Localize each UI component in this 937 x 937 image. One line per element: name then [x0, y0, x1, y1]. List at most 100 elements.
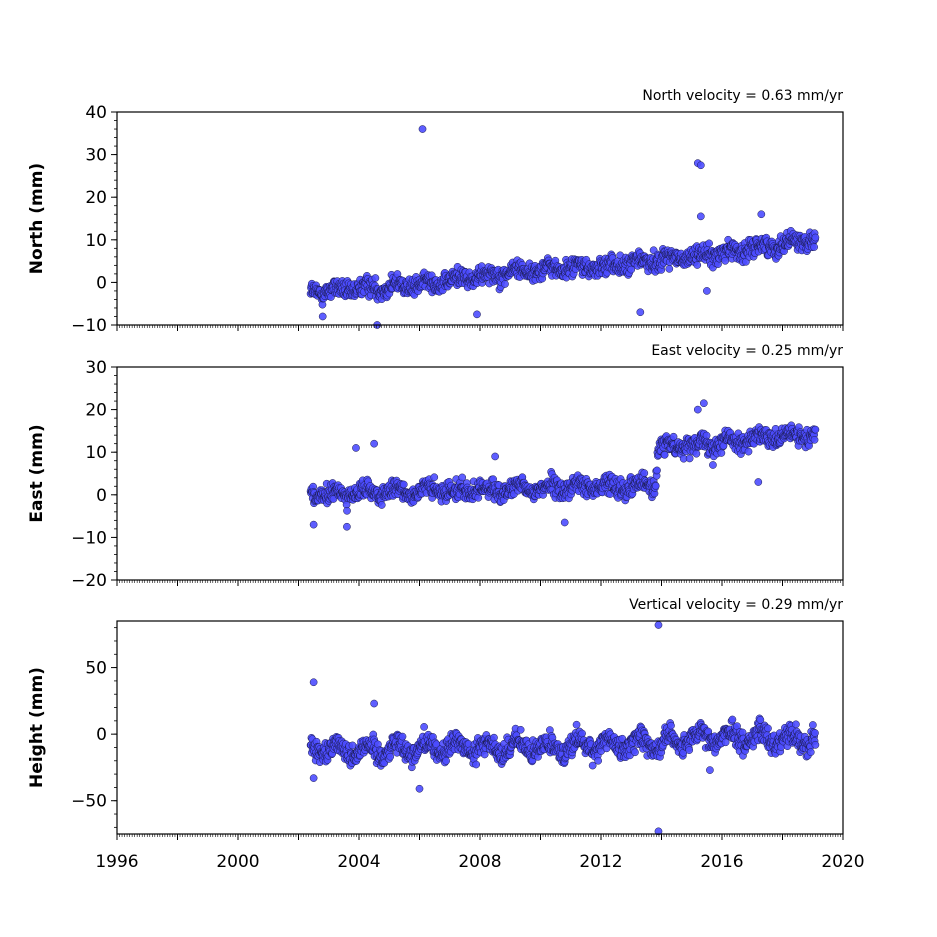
- data-point: [728, 715, 737, 724]
- data-point: [371, 274, 380, 282]
- y-tick-label: 30: [85, 358, 107, 378]
- data-point: [667, 721, 675, 730]
- outlier-point: [709, 461, 717, 469]
- data-point: [430, 473, 439, 482]
- data-point: [420, 723, 428, 731]
- data-point: [399, 480, 408, 489]
- y-tick-label: 0: [96, 273, 107, 293]
- panel-2: −50 0 50 1996 2000 2004 2008 2012 2016 2020 Vertic…: [27, 597, 865, 872]
- data-point: [811, 233, 820, 242]
- y-axis-title: Height (mm): [27, 667, 47, 788]
- data-points: [306, 621, 820, 836]
- y-tick-label: −10: [71, 528, 107, 548]
- outlier-point: [309, 520, 318, 529]
- outlier-point: [352, 444, 360, 452]
- data-point: [516, 725, 525, 734]
- data-point: [809, 721, 817, 729]
- y-tick-label: 20: [85, 188, 107, 208]
- outlier-point: [370, 439, 378, 448]
- data-point: [810, 243, 818, 251]
- outlier-point: [696, 161, 705, 170]
- data-point: [653, 466, 661, 475]
- y-tick-label: 0: [96, 486, 107, 506]
- data-point: [386, 752, 395, 761]
- data-point: [792, 720, 800, 729]
- y-tick-label: −10: [71, 316, 107, 336]
- y-tick-label: 0: [96, 725, 107, 745]
- outlier-point: [706, 766, 714, 774]
- x-tick-label: 2008: [458, 852, 501, 872]
- x-tick-label: 1996: [95, 852, 138, 872]
- data-point: [811, 729, 819, 737]
- outlier-point: [696, 212, 705, 221]
- outlier-point: [491, 452, 499, 461]
- data-point: [627, 265, 636, 274]
- data-point: [721, 256, 730, 265]
- data-point: [474, 493, 483, 502]
- data-point: [693, 261, 702, 269]
- data-point: [490, 733, 498, 742]
- data-point: [660, 451, 669, 459]
- panel-title: North velocity = 0.63 mm/yr: [642, 88, 843, 104]
- data-point: [343, 506, 351, 515]
- y-tick-label: 10: [85, 443, 107, 463]
- data-point: [442, 757, 450, 765]
- data-point: [651, 482, 660, 490]
- y-axis-title: North (mm): [27, 163, 47, 274]
- y-tick-label: 20: [85, 401, 107, 421]
- data-point: [377, 501, 386, 509]
- y-axis-title: East (mm): [27, 424, 47, 522]
- outlier-point: [636, 308, 645, 317]
- data-point: [721, 738, 730, 747]
- data-points: [306, 125, 820, 329]
- y-tick-label: 30: [85, 146, 107, 166]
- data-point: [501, 280, 509, 288]
- outlier-point: [309, 678, 318, 687]
- y-tick-label: −50: [71, 792, 107, 812]
- data-point: [685, 746, 694, 754]
- data-point: [398, 732, 407, 741]
- x-tick-label: 2000: [216, 852, 259, 872]
- outlier-point: [343, 522, 351, 531]
- outlier-point: [415, 784, 424, 793]
- outlier-point: [693, 405, 702, 414]
- data-point: [810, 435, 819, 444]
- data-point: [685, 454, 694, 463]
- panel-title: East velocity = 0.25 mm/yr: [651, 343, 843, 359]
- data-point: [594, 756, 603, 765]
- outlier-point: [318, 312, 327, 321]
- data-point: [669, 432, 678, 441]
- data-point: [756, 715, 765, 724]
- x-tick-label: 2016: [700, 852, 743, 872]
- data-point: [472, 760, 481, 769]
- data-point: [717, 449, 726, 457]
- outlier-point: [560, 518, 569, 527]
- data-point: [348, 741, 357, 750]
- outlier-point: [757, 210, 766, 219]
- data-point: [572, 720, 581, 729]
- outlier-point: [473, 310, 481, 319]
- outlier-point: [309, 774, 318, 782]
- data-point: [811, 425, 820, 434]
- outlier-point: [700, 399, 708, 408]
- data-point: [692, 449, 701, 458]
- data-point: [588, 761, 597, 770]
- panels: −10 0 10 20 30 40 North velocity = 0.63 mm/yr N…: [27, 88, 865, 872]
- data-point: [764, 724, 772, 733]
- y-tick-label: −20: [71, 571, 107, 591]
- panel-title: Vertical velocity = 0.29 mm/yr: [629, 597, 843, 613]
- panel-0: −10 0 10 20 30 40 North velocity = 0.63 mm/yr N…: [27, 88, 844, 336]
- x-tick-label: 2012: [579, 852, 622, 872]
- panel-1: −20 −10 0 10 20 30 East velocity = 0.25 mm/yr E…: [27, 343, 844, 591]
- x-tick-label: 2004: [337, 852, 380, 872]
- data-point: [640, 469, 649, 477]
- y-tick-label: 50: [85, 659, 107, 679]
- y-tick-label: 10: [85, 231, 107, 251]
- data-point: [631, 748, 639, 757]
- data-point: [705, 239, 713, 248]
- data-point: [458, 473, 467, 482]
- outlier-point: [654, 621, 663, 629]
- outlier-point: [418, 125, 427, 133]
- outlier-point: [654, 827, 663, 836]
